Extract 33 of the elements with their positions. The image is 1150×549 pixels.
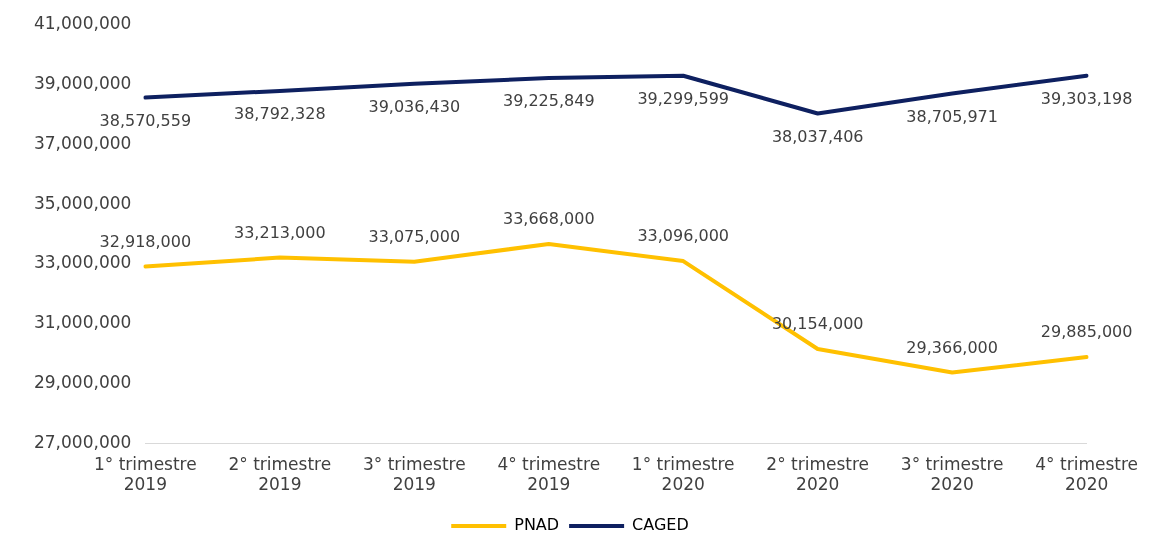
y-tick-label: 31,000,000 [33,312,132,333]
legend-label: CAGED [632,515,689,535]
x-tick-label: 1° trimestre 2019 [93,453,197,495]
y-tick-label: 29,000,000 [33,371,132,392]
data-label: 38,705,971 [906,106,998,126]
y-tick-label: 35,000,000 [33,192,132,213]
data-label: 33,075,000 [368,226,461,246]
y-tick-label: 39,000,000 [33,73,132,94]
data-label: 32,918,000 [99,231,192,251]
data-label: 38,792,328 [234,104,326,124]
data-label: 38,037,406 [771,126,864,146]
data-label: 39,303,198 [1040,88,1133,108]
data-label: 39,036,430 [368,96,461,116]
x-tick-label: 2° trimestre 2019 [228,453,332,495]
data-label: 29,885,000 [1040,322,1133,342]
data-label: 33,668,000 [502,209,595,229]
data-label: 39,225,849 [502,91,595,111]
y-tick-label: 37,000,000 [33,132,132,153]
x-tick-label: 4° trimestre 2020 [1035,453,1138,495]
y-tick-label: 41,000,000 [33,13,132,34]
data-label: 38,570,559 [99,110,192,130]
data-label: 29,366,000 [906,337,998,357]
legend-label: PNAD [514,515,560,535]
data-label: 39,299,599 [637,88,730,108]
x-tick-label: 3° trimestre 2020 [900,453,1004,495]
data-label: 33,213,000 [234,222,326,242]
x-tick-label: 1° trimestre 2020 [631,453,735,495]
x-tick-label: 2° trimestre 2020 [766,453,870,495]
data-label: 33,096,000 [637,226,730,246]
x-tick-label: 4° trimestre 2019 [497,453,601,495]
x-tick-label: 3° trimestre 2019 [362,453,466,495]
y-tick-label: 33,000,000 [33,252,132,273]
y-tick-label: 27,000,000 [33,431,132,452]
